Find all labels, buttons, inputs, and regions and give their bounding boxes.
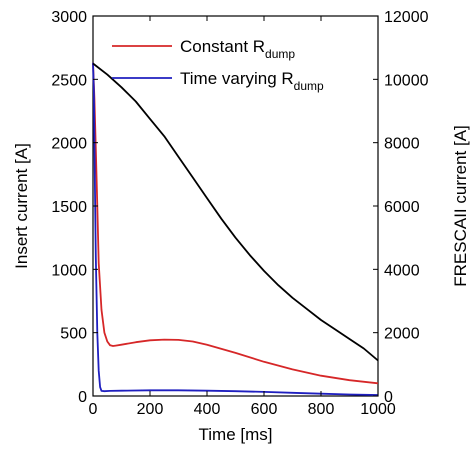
y-left-tick-label: 500 <box>60 326 87 343</box>
x-tick-label: 0 <box>89 401 98 418</box>
y-left-tick-label: 2500 <box>51 72 87 89</box>
y-right-tick-label: 4000 <box>384 262 420 279</box>
y-left-axis-label: Insert current [A] <box>12 143 31 269</box>
series-line-2 <box>92 62 379 396</box>
y-left-tick-label: 3000 <box>51 9 87 26</box>
y-right-tick-label: 2000 <box>384 326 420 343</box>
legend-label-1: Constant Rdump <box>180 37 295 61</box>
legend: Constant Rdump Time varying Rdump <box>112 37 324 93</box>
x-tick-label: 800 <box>308 401 335 418</box>
y-right-tick-label: 10000 <box>384 72 429 89</box>
series-line-1 <box>92 62 379 385</box>
x-tick-label: 600 <box>251 401 278 418</box>
y-right-tick-label: 12000 <box>384 9 429 26</box>
series-line-3 <box>92 62 379 362</box>
y-right-tick-label: 0 <box>384 389 393 406</box>
y-left-tick-label: 1000 <box>51 262 87 279</box>
y-right-tick-label: 6000 <box>384 199 420 216</box>
x-tick-label: 400 <box>194 401 221 418</box>
y-right-tick-label: 8000 <box>384 136 420 153</box>
x-axis-label: Time [ms] <box>199 425 273 444</box>
y-left-tick-label: 2000 <box>51 136 87 153</box>
y-left-tick-label: 1500 <box>51 199 87 216</box>
x-tick-label: 1000 <box>360 401 396 418</box>
x-tick-label: 200 <box>137 401 164 418</box>
y-left-tick-label: 0 <box>78 389 87 406</box>
y-right-axis-label: FRESCAII current [A] <box>451 125 470 287</box>
axes-layer: 0 200 400 600 800 100005001000150020002500300… <box>51 9 428 418</box>
series-layer <box>92 62 379 396</box>
legend-label-2: Time varying Rdump <box>180 69 324 93</box>
